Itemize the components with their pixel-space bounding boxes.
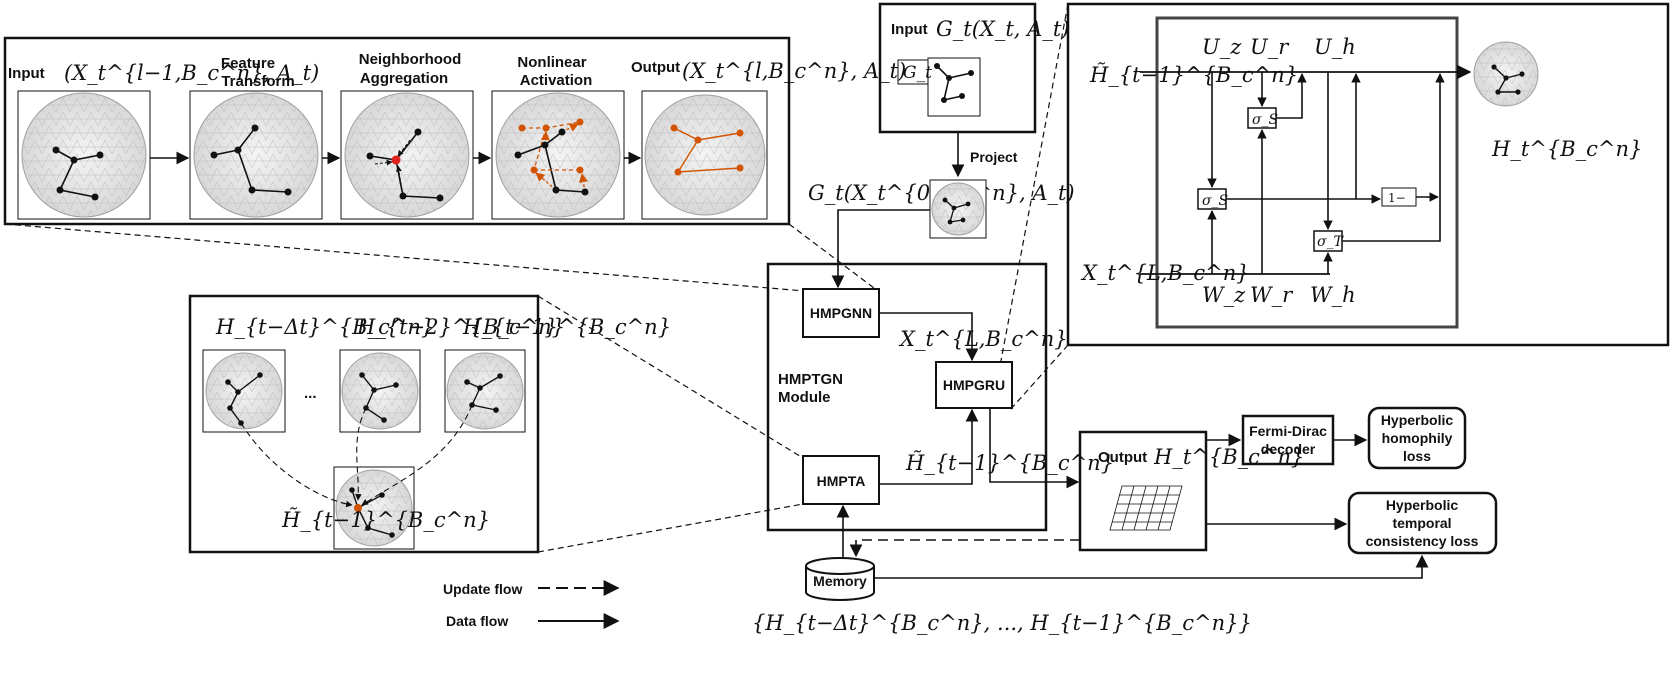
attn-disk-2	[339, 349, 421, 433]
gru-h-out: H_t^{B_c^n}	[1491, 137, 1642, 161]
homophily-loss-line2: homophily	[1382, 430, 1453, 446]
disk-nonlinear-activation	[491, 90, 625, 220]
memory-label: Memory	[813, 573, 867, 589]
attn-h-t-minus-1: H_{t−1}^{B_c^n}	[462, 315, 671, 339]
module-name-line2: Module	[778, 389, 831, 406]
gru-candidate-sigma: σ_T	[1317, 234, 1345, 250]
input-graph-thumb	[927, 57, 981, 117]
hmpgru-label: HMPGRU	[943, 377, 1005, 393]
zoom-line-gnn-left	[4, 223, 806, 292]
legend-data-label: Data flow	[446, 613, 508, 629]
gru-to-output-arrow	[989, 408, 1080, 489]
project-label: Project	[970, 149, 1018, 165]
attn-h-t-minus-dt: H_{t−Δt}^{B_c^n}	[215, 315, 434, 339]
ta-to-gru-arrow	[879, 408, 979, 485]
memory-to-temporal-loss-arrow	[874, 554, 1429, 579]
hmpgnn-block	[802, 288, 880, 338]
module-name-line1: HMPTGN	[778, 371, 843, 388]
gru-Wh: W_h	[1310, 283, 1356, 307]
projected-to-hmpgnn-arrow	[831, 209, 930, 289]
zoom-line-ta-bottom	[537, 503, 804, 553]
feature-transform-line1: Feature	[221, 55, 275, 72]
gru-detail-panel	[1066, 2, 1670, 347]
memory-cylinder	[805, 557, 875, 601]
gru-update-sigma: σ_S	[1202, 193, 1228, 209]
attn-ellipsis: ...	[304, 385, 317, 402]
gru-Uh: U_h	[1314, 35, 1356, 59]
panel-input-math: (X_t^{l−1,B_c^n}, A_t)	[64, 61, 319, 85]
attn-disk-dt	[202, 349, 286, 433]
homophily-loss-box	[1367, 406, 1467, 470]
fermi-dirac-line2: decoder	[1261, 441, 1316, 457]
disk-feature-transform	[189, 90, 323, 220]
neighborhood-aggregation-line2: Aggregation	[360, 70, 448, 87]
temporal-loss-line2: temporal	[1392, 515, 1451, 531]
gru-one-minus-label: 1−	[1388, 191, 1406, 205]
gru-output-disk	[1473, 41, 1539, 107]
module-x-L: X_t^{L,B_c^n}	[898, 327, 1068, 351]
attn-dashed-links	[240, 404, 473, 508]
panel-output-word: Output	[631, 59, 680, 76]
temporal-loss-box	[1347, 491, 1498, 555]
disk-input	[17, 90, 151, 220]
message-passing-panel	[3, 36, 791, 226]
feature-transform-line2: Transform	[221, 73, 294, 90]
gru-x-input: X_t^{L,B_c^n}	[1080, 261, 1250, 285]
projected-graph-disk	[929, 179, 987, 239]
gnn-to-gru-arrow	[879, 312, 979, 362]
gru-inner-frame	[1155, 16, 1459, 329]
gru-Wz: W_z	[1202, 283, 1246, 307]
attn-h-tilde: H̃_{t−1}^{B_c^n}	[281, 508, 490, 532]
gru-Ur: U_r	[1250, 35, 1290, 59]
output-word: Output	[1098, 449, 1147, 466]
attn-disk-1	[444, 349, 526, 433]
gru-Wr: W_r	[1250, 283, 1294, 307]
attn-h-t-minus-2: H_{t−2}^{B_c^n}	[356, 315, 565, 339]
graph-tag-label: G_t	[903, 63, 932, 83]
disk-neighborhood-aggregation	[340, 90, 474, 220]
hmptgn-module-box	[766, 262, 1048, 532]
disk-output	[641, 90, 768, 220]
gru-Uz: U_z	[1202, 35, 1242, 59]
zoom-line-gru-bottom	[1009, 344, 1069, 411]
input-graph-math: G_t(X_t, A_t)	[936, 17, 1069, 41]
hmpgru-block	[935, 361, 1013, 409]
output-embedding-grid	[1109, 485, 1183, 531]
attn-disk-result	[333, 466, 415, 550]
input-graph-drawing	[934, 63, 974, 103]
gru-reset-sigma: σ_S	[1252, 112, 1278, 128]
output-box	[1078, 430, 1208, 552]
neighborhood-aggregation-line1: Neighborhood	[359, 51, 461, 68]
homophily-loss-line1: Hyperbolic	[1381, 412, 1454, 428]
gru-h-prev: H̃_{t−1}^{B_c^n}	[1089, 63, 1298, 87]
homophily-loss-line3: loss	[1403, 448, 1431, 464]
hmpta-block	[802, 455, 880, 505]
legend-update-label: Update flow	[443, 581, 522, 597]
input-graph-word: Input	[891, 21, 928, 38]
module-h-tilde: H̃_{t−1}^{B_c^n}	[905, 451, 1114, 475]
temporal-loss-line3: consistency loss	[1366, 533, 1479, 549]
fermi-dirac-line1: Fermi-Dirac	[1249, 423, 1327, 439]
hmpta-label: HMPTA	[817, 473, 866, 489]
memory-set-label: {H_{t−Δt}^{B_c^n}, ..., H_{t−1}^{B_c^n}}	[752, 611, 1252, 635]
panel-output-math: (X_t^{l,B_c^n}, A_t)	[682, 59, 906, 83]
nonlinear-activation-line1: Nonlinear	[517, 54, 586, 71]
zoom-line-gnn-right	[788, 223, 879, 292]
panel-input-word: Input	[8, 65, 45, 82]
update-flow-to-memory	[849, 539, 1080, 558]
hmpgnn-label: HMPGNN	[810, 305, 872, 321]
zoom-line-ta-top	[537, 295, 804, 459]
nonlinear-activation-line2: Activation	[520, 72, 593, 89]
zoom-line-gru-top	[999, 3, 1069, 367]
temporal-attention-panel	[188, 294, 540, 554]
gru-wires	[1207, 72, 1445, 274]
temporal-loss-line1: Hyperbolic	[1386, 497, 1459, 513]
